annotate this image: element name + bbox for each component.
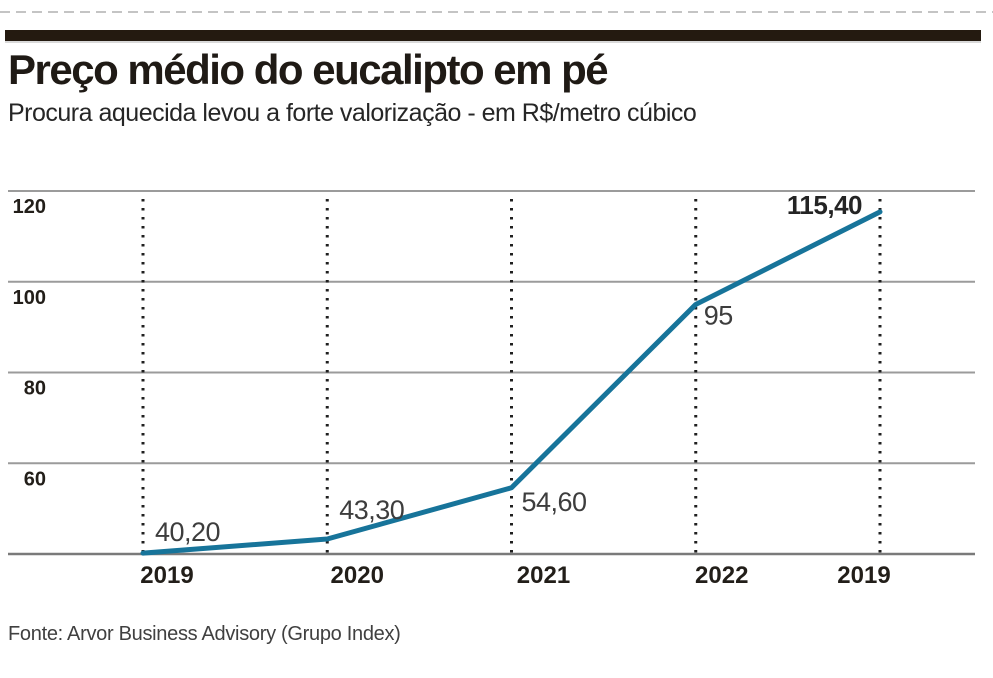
y-tick-label: 80: [24, 378, 46, 400]
chart-title: Preço médio do eucalipto em pé: [8, 46, 609, 93]
chart-subtitle: Procura aquecida levou a forte valorizaç…: [8, 99, 697, 127]
point-label: 40,20: [155, 517, 220, 547]
x-tick-label: 2022: [695, 562, 748, 589]
y-tick-label: 60: [24, 468, 46, 490]
point-label: 43,30: [339, 495, 404, 525]
y-tick-label: 120: [13, 196, 46, 218]
x-tick-label: 2019: [140, 562, 193, 589]
top-accent-bar: [5, 30, 981, 43]
x-tick-label: 2020: [331, 562, 384, 589]
y-tick-label: 100: [13, 287, 46, 309]
price-trend-line: [140, 209, 883, 556]
point-label: 115,40: [787, 190, 862, 220]
point-label: 54,60: [522, 487, 587, 517]
source-note: Fonte: Arvor Business Advisory (Grupo In…: [8, 623, 401, 645]
x-tick-label: 2021: [517, 562, 570, 589]
point-label: 95: [704, 300, 733, 330]
x-tick-label: 2019: [837, 562, 890, 589]
top-dashed-divider: [0, 11, 993, 13]
